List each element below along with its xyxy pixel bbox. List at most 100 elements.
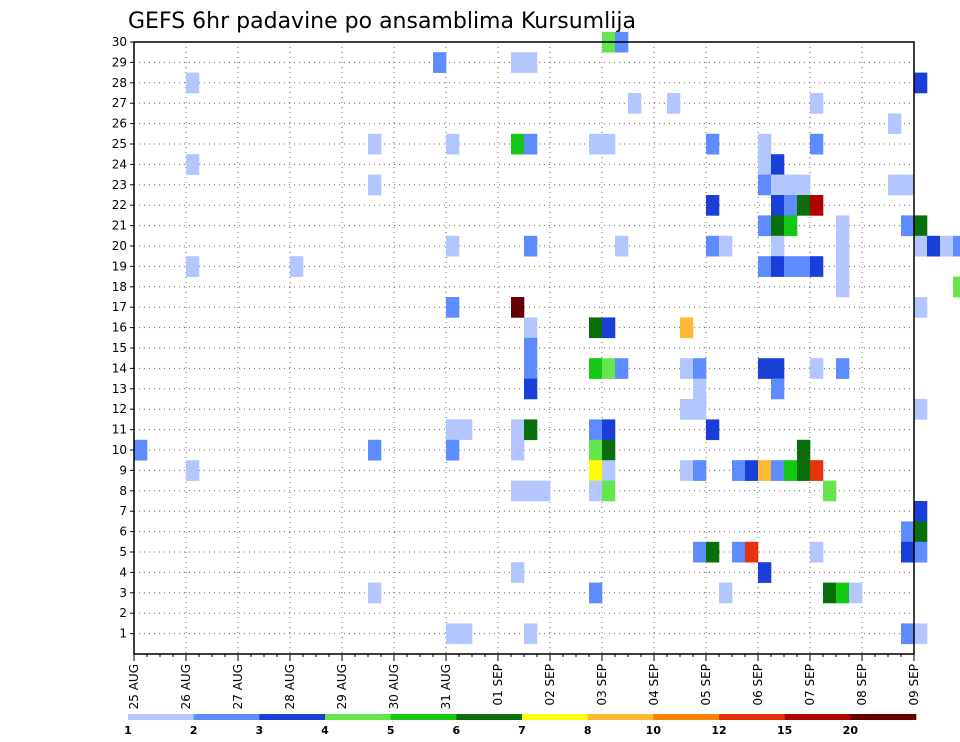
colorbar-label: 10 — [646, 724, 662, 737]
ensemble-cell — [602, 419, 616, 441]
ensemble-cell — [628, 93, 642, 114]
ensemble-cell — [680, 317, 694, 339]
ensemble-cell — [446, 133, 460, 155]
y-tick-label: 20 — [112, 239, 127, 253]
ensemble-cell — [524, 419, 538, 441]
colorbar-label: 4 — [321, 724, 329, 737]
ensemble-cell — [784, 460, 798, 481]
colorbar-swatch — [456, 714, 523, 720]
colorbar-swatch — [850, 714, 917, 720]
ensemble-cell — [693, 358, 707, 379]
ensemble-cell — [537, 480, 551, 502]
colorbar-swatch — [390, 714, 457, 720]
ensemble-cell — [446, 297, 460, 318]
ensemble-cell — [771, 195, 785, 216]
ensemble-cell — [745, 541, 759, 563]
ensemble-cell — [771, 256, 785, 277]
x-tick-label: 29 AUG — [335, 664, 349, 709]
ensemble-cell — [810, 256, 824, 277]
ensemble-cell — [511, 297, 525, 318]
colorbar-label: 20 — [843, 724, 859, 737]
colorbar-label: 12 — [711, 724, 726, 737]
ensemble-cell — [914, 623, 928, 645]
ensemble-cell — [901, 541, 915, 563]
y-tick-label: 23 — [112, 178, 127, 192]
colorbar-label: 6 — [453, 724, 461, 737]
ensemble-cell — [797, 195, 811, 216]
ensemble-cell — [771, 358, 785, 379]
ensemble-cell — [134, 439, 148, 461]
ensemble-cell — [758, 174, 772, 196]
ensemble-cell — [368, 582, 382, 604]
ensemble-cell — [524, 358, 538, 379]
ensemble-cell — [524, 133, 538, 155]
ensemble-cell — [524, 337, 538, 359]
ensemble-cell — [706, 541, 720, 563]
ensemble-cell — [797, 256, 811, 277]
ensemble-cell — [927, 235, 941, 257]
ensemble-cell — [589, 460, 603, 481]
chart-title: GEFS 6hr padavine po ansamblima Kursumli… — [128, 9, 636, 34]
ensemble-cell — [459, 419, 473, 441]
x-tick-label: 28 AUG — [283, 664, 297, 709]
ensemble-cell — [836, 215, 850, 237]
ensemble-cell — [771, 378, 785, 400]
colorbar-swatch — [128, 714, 194, 720]
ensemble-cell — [823, 480, 837, 502]
ensemble-cell — [186, 154, 200, 175]
ensemble-cell — [615, 358, 629, 379]
ensemble-cell — [680, 460, 694, 481]
ensemble-cell — [901, 174, 915, 196]
y-tick-label: 16 — [112, 321, 127, 335]
ensemble-cell — [524, 378, 538, 400]
y-tick-label: 19 — [112, 259, 127, 273]
ensemble-cell — [836, 582, 850, 604]
ensemble-cell — [511, 133, 525, 155]
y-tick-label: 18 — [112, 280, 127, 294]
y-tick-label: 4 — [119, 565, 127, 579]
colorbar-label: 2 — [190, 724, 198, 737]
ensemble-cell — [758, 460, 772, 481]
ensemble-cell — [706, 235, 720, 257]
ensemble-cell — [953, 235, 960, 257]
x-tick-label: 05 SEP — [699, 664, 713, 706]
y-tick-label: 14 — [112, 361, 127, 375]
y-tick-label: 15 — [112, 341, 127, 355]
ensemble-cell — [836, 276, 850, 298]
ensemble-cell — [771, 174, 785, 196]
colorbar-label: 3 — [256, 724, 264, 737]
y-axis-ticks: 1234567891011121314151617181920212223242… — [112, 35, 134, 641]
x-tick-label: 04 SEP — [647, 664, 661, 706]
ensemble-cell — [771, 460, 785, 481]
x-tick-label: 07 SEP — [803, 664, 817, 706]
ensemble-cell — [901, 215, 915, 237]
ensemble-cell — [524, 235, 538, 257]
ensemble-cell — [914, 541, 928, 563]
colorbar-swatch — [653, 714, 720, 720]
ensemble-cell — [901, 521, 915, 543]
ensemble-cell — [914, 235, 928, 257]
ensemble-cell — [758, 562, 772, 583]
ensemble-cell — [368, 133, 382, 155]
y-tick-label: 8 — [119, 484, 127, 498]
ensemble-cell — [602, 133, 616, 155]
ensemble-cell — [914, 501, 928, 522]
ensemble-cell — [888, 174, 902, 196]
ensemble-cell — [758, 358, 772, 379]
ensemble-cell — [745, 460, 759, 481]
y-tick-label: 25 — [112, 137, 127, 151]
x-tick-label: 31 AUG — [439, 664, 453, 709]
y-tick-label: 17 — [112, 300, 127, 314]
ensemble-cell — [680, 399, 694, 420]
ensemble-cell — [446, 439, 460, 461]
x-tick-label: 03 SEP — [595, 664, 609, 706]
ensemble-cell — [810, 133, 824, 155]
ensemble-cell — [524, 480, 538, 502]
y-tick-label: 2 — [119, 606, 127, 620]
y-tick-label: 3 — [119, 586, 127, 600]
x-tick-label: 26 AUG — [179, 664, 193, 709]
ensemble-cell — [719, 235, 733, 257]
ensemble-cell — [433, 52, 447, 73]
ensemble-cell — [836, 256, 850, 277]
